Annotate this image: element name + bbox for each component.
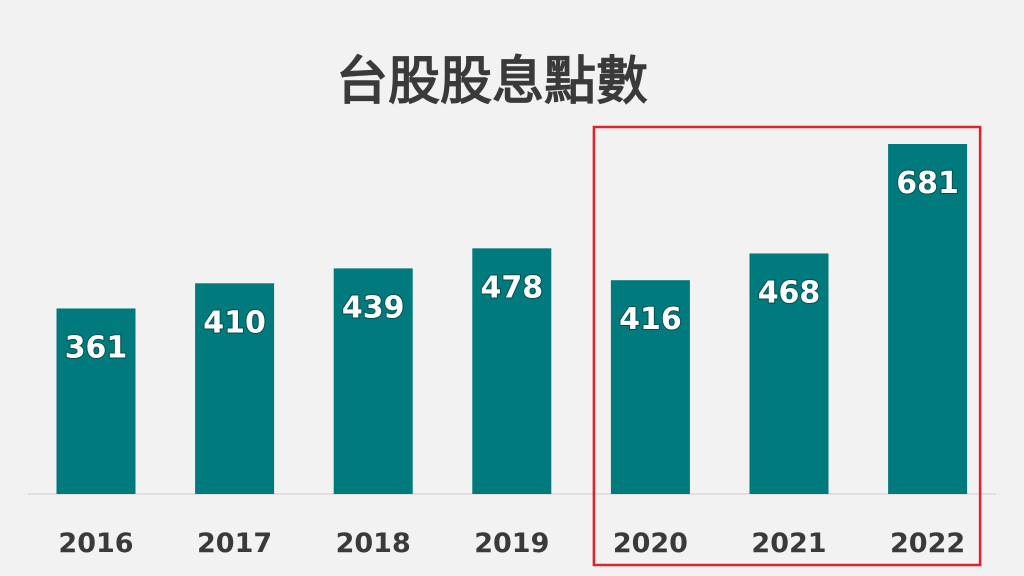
x-tick-label-2016: 2016 (58, 528, 133, 559)
bar-2019 (472, 248, 552, 494)
bar-value-label-2019: 478 (480, 270, 543, 305)
x-tick-label-2018: 2018 (336, 528, 411, 559)
bar-value-label-2020: 416 (619, 302, 682, 337)
chart-title: 台股股息點數 (336, 52, 648, 112)
bar-2020 (610, 280, 690, 494)
x-tick-label-2022: 2022 (890, 528, 965, 559)
bar-value-label-2022: 681 (896, 166, 959, 201)
bar-labels-group: 361 410 439 478 416 468 681 (64, 165, 960, 366)
bar-2016 (56, 308, 136, 494)
x-tick-label-2017: 2017 (197, 528, 272, 559)
bar-2021 (749, 253, 829, 494)
x-tick-labels-group: 2016 2017 2018 2019 2020 2021 2022 (58, 528, 965, 559)
bar-2022 (888, 144, 968, 494)
bar-2017 (195, 283, 275, 494)
x-tick-label-2021: 2021 (751, 528, 826, 559)
bar-value-label-2021: 468 (758, 275, 821, 310)
x-tick-label-2020: 2020 (613, 528, 688, 559)
bar-value-label-2017: 410 (203, 305, 266, 340)
bar-value-label-2018: 439 (342, 290, 405, 325)
bars-group (56, 144, 968, 494)
bar-2018 (333, 268, 413, 494)
highlight-box (592, 125, 982, 567)
bar-value-label-2016: 361 (65, 330, 128, 365)
x-tick-label-2019: 2019 (474, 528, 549, 559)
